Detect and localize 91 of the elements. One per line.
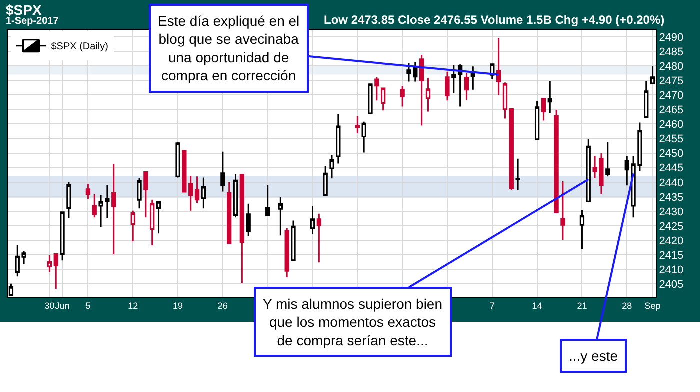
x-tick-label: Jun — [55, 300, 70, 311]
x-tick-label: 21 — [577, 300, 588, 311]
candlestick — [201, 177, 206, 210]
y-tick-label: 2470 — [659, 90, 684, 102]
candlestick — [130, 210, 136, 242]
y-tick-label: 2450 — [659, 148, 684, 160]
y-tick-label: 2480 — [659, 60, 684, 73]
annotation: ...y este — [569, 348, 618, 364]
x-tick-label: 12 — [128, 300, 138, 311]
candlestick — [291, 220, 296, 262]
candlestick — [156, 201, 162, 234]
x-tick-label: 19 — [173, 300, 184, 311]
x-tick-label: 5 — [86, 300, 91, 311]
candlestick — [509, 108, 514, 191]
candlestick — [310, 205, 316, 235]
candlestick — [464, 72, 470, 101]
candlestick — [381, 88, 386, 112]
candlestick — [362, 121, 366, 154]
candlestick — [420, 54, 424, 126]
y-tick-label: 2465 — [659, 104, 684, 117]
y-tick-label: 2430 — [659, 206, 684, 218]
y-tick-label: 2485 — [659, 46, 684, 58]
candlestick — [284, 228, 290, 278]
candlestick — [644, 80, 649, 118]
candlestick — [150, 199, 155, 246]
x-tick-label: Sep — [644, 300, 661, 311]
candlestick — [194, 176, 200, 204]
candlestick — [246, 203, 251, 238]
candlestick — [502, 82, 508, 120]
candlestick — [323, 165, 328, 196]
candlestick — [336, 113, 341, 165]
candlestick — [554, 109, 559, 214]
candlestick — [220, 151, 226, 192]
chart-subtitle: 1-Sep-2017 — [6, 16, 60, 27]
candlestick — [606, 141, 610, 178]
candlestick — [233, 174, 238, 218]
candlestick — [240, 174, 244, 284]
candlestick — [176, 141, 180, 178]
text: Low 2473.85 Close 2476.55 Volume 1.5B Chg +4.90 (+0.20%) — [324, 13, 665, 27]
y-tick-label: 2405 — [659, 279, 684, 292]
x-tick-label: 26 — [218, 300, 228, 311]
candlestick — [470, 66, 476, 91]
y-tick-label: 2475 — [659, 75, 684, 88]
legend-label: $SPX (Daily) — [51, 42, 108, 53]
candlestick — [92, 194, 97, 218]
candlestick — [368, 84, 373, 114]
y-tick-label: 2425 — [659, 220, 684, 233]
candlestick — [586, 138, 591, 202]
candlestick — [137, 177, 142, 210]
candlestick — [541, 98, 546, 122]
candlestick — [374, 76, 380, 102]
y-tick-label: 2415 — [659, 250, 684, 262]
annotation: Y mis alumnos supieron bien que los momentos exactos de compra serían este... — [263, 296, 443, 348]
y-tick-label: 2435 — [659, 192, 684, 204]
y-tick-label: 2455 — [659, 134, 684, 146]
candlestick — [534, 100, 540, 140]
x-tick-label: 28 — [622, 300, 632, 311]
candlestick — [144, 171, 148, 218]
candlestick — [452, 64, 456, 94]
y-tick-label: 2410 — [659, 264, 684, 277]
candlestick — [548, 80, 552, 114]
candlestick — [496, 38, 502, 96]
chart-title: $SPX — [6, 2, 42, 18]
candlestick — [60, 212, 65, 262]
candlestick — [227, 182, 232, 244]
candlestick — [278, 196, 283, 236]
candlestick — [560, 180, 566, 241]
y-tick-label: 2420 — [659, 235, 684, 248]
candlestick — [426, 78, 431, 112]
candlestick — [458, 64, 463, 108]
candlestick — [266, 184, 270, 217]
candlestick — [47, 254, 52, 274]
candlestick — [86, 183, 91, 200]
candlestick — [330, 154, 334, 180]
candlestick — [112, 163, 116, 256]
candlestick — [400, 85, 405, 108]
candlestick — [445, 71, 450, 102]
candlestick — [66, 182, 72, 219]
candlestick — [316, 213, 322, 264]
y-tick-label: 2445 — [659, 162, 684, 175]
candlestick — [580, 209, 585, 250]
x-tick-label: 30 — [44, 300, 55, 311]
candlestick — [54, 252, 58, 290]
y-tick-label: 2490 — [659, 32, 684, 44]
candlestick — [355, 116, 360, 134]
y-tick-label: 2460 — [659, 119, 684, 132]
annotation: Este día expliqué en el blog que se avecinaba una oportunidad de compra en corrección — [158, 13, 300, 84]
candlestick — [516, 158, 520, 191]
y-tick-label: 2440 — [659, 177, 684, 190]
x-tick-label: 14 — [532, 300, 542, 311]
x-tick-label: 7 — [490, 300, 495, 311]
